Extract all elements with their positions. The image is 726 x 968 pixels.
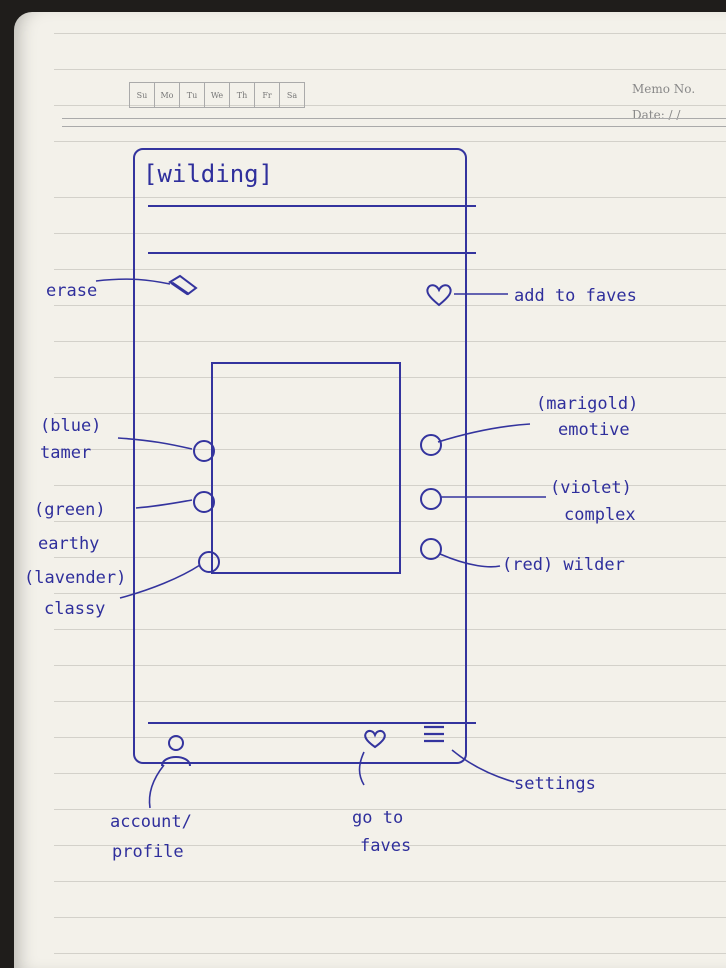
- faves-annotation-2: faves: [360, 836, 412, 856]
- faves-annotation-1: go to: [352, 808, 404, 828]
- day-tu: Tu: [180, 83, 205, 107]
- eraser-icon[interactable]: [166, 274, 200, 298]
- lavender-color-button[interactable]: [198, 551, 220, 573]
- green-color-button[interactable]: [193, 491, 215, 513]
- marigold-color-button[interactable]: [420, 434, 442, 456]
- red-color-button[interactable]: [420, 538, 442, 560]
- day-sa: Sa: [286, 90, 298, 100]
- green-annotation-2: earthy: [38, 534, 100, 554]
- green-annotation-1: (green): [34, 500, 106, 520]
- day-we: We: [205, 83, 230, 107]
- account-annotation-1: account/: [110, 812, 192, 832]
- add-to-faves-annotation: add to faves: [514, 286, 637, 306]
- blue-annotation-1: (blue): [40, 416, 102, 436]
- lavender-annotation-2: classy: [44, 599, 106, 619]
- day-fr: Fr: [255, 83, 280, 107]
- erase-annotation: erase: [46, 281, 98, 301]
- day-th: Th: [230, 83, 255, 107]
- app-title: [wilding]: [143, 160, 274, 188]
- settings-annotation: settings: [514, 774, 596, 794]
- lavender-annotation-1: (lavender): [24, 568, 127, 588]
- go-to-faves-heart-icon[interactable]: [362, 728, 388, 750]
- violet-color-button[interactable]: [420, 488, 442, 510]
- day-mo: Mo: [155, 83, 180, 107]
- header-divider: [148, 205, 476, 207]
- marigold-annotation-2: emotive: [558, 420, 630, 440]
- drawing-canvas[interactable]: [211, 362, 401, 574]
- toolbar-divider: [148, 252, 476, 254]
- marigold-annotation-1: (marigold): [536, 394, 639, 414]
- heart-icon[interactable]: [424, 282, 454, 308]
- notebook-page: Su Mo Tu We Th Fr Sa Memo No. Date: / /: [14, 12, 726, 968]
- red-annotation: (red) wilder: [502, 555, 625, 575]
- bottom-bar-divider: [148, 722, 476, 724]
- memo-label: Memo No.: [632, 82, 696, 96]
- violet-annotation-1: (violet): [550, 478, 632, 498]
- header-rule: [62, 118, 726, 119]
- blue-annotation-2: tamer: [40, 443, 92, 463]
- day-boxes: Su Mo Tu We Th Fr Sa: [129, 82, 305, 108]
- person-icon[interactable]: [158, 732, 194, 768]
- hamburger-menu-icon[interactable]: [422, 722, 446, 746]
- dotted-lines: [54, 12, 726, 968]
- day-su: Su: [130, 83, 155, 107]
- header-rule-2: [62, 126, 726, 127]
- violet-annotation-2: complex: [564, 505, 636, 525]
- phone-frame: [133, 148, 467, 764]
- blue-color-button[interactable]: [193, 440, 215, 462]
- account-annotation-2: profile: [112, 842, 184, 862]
